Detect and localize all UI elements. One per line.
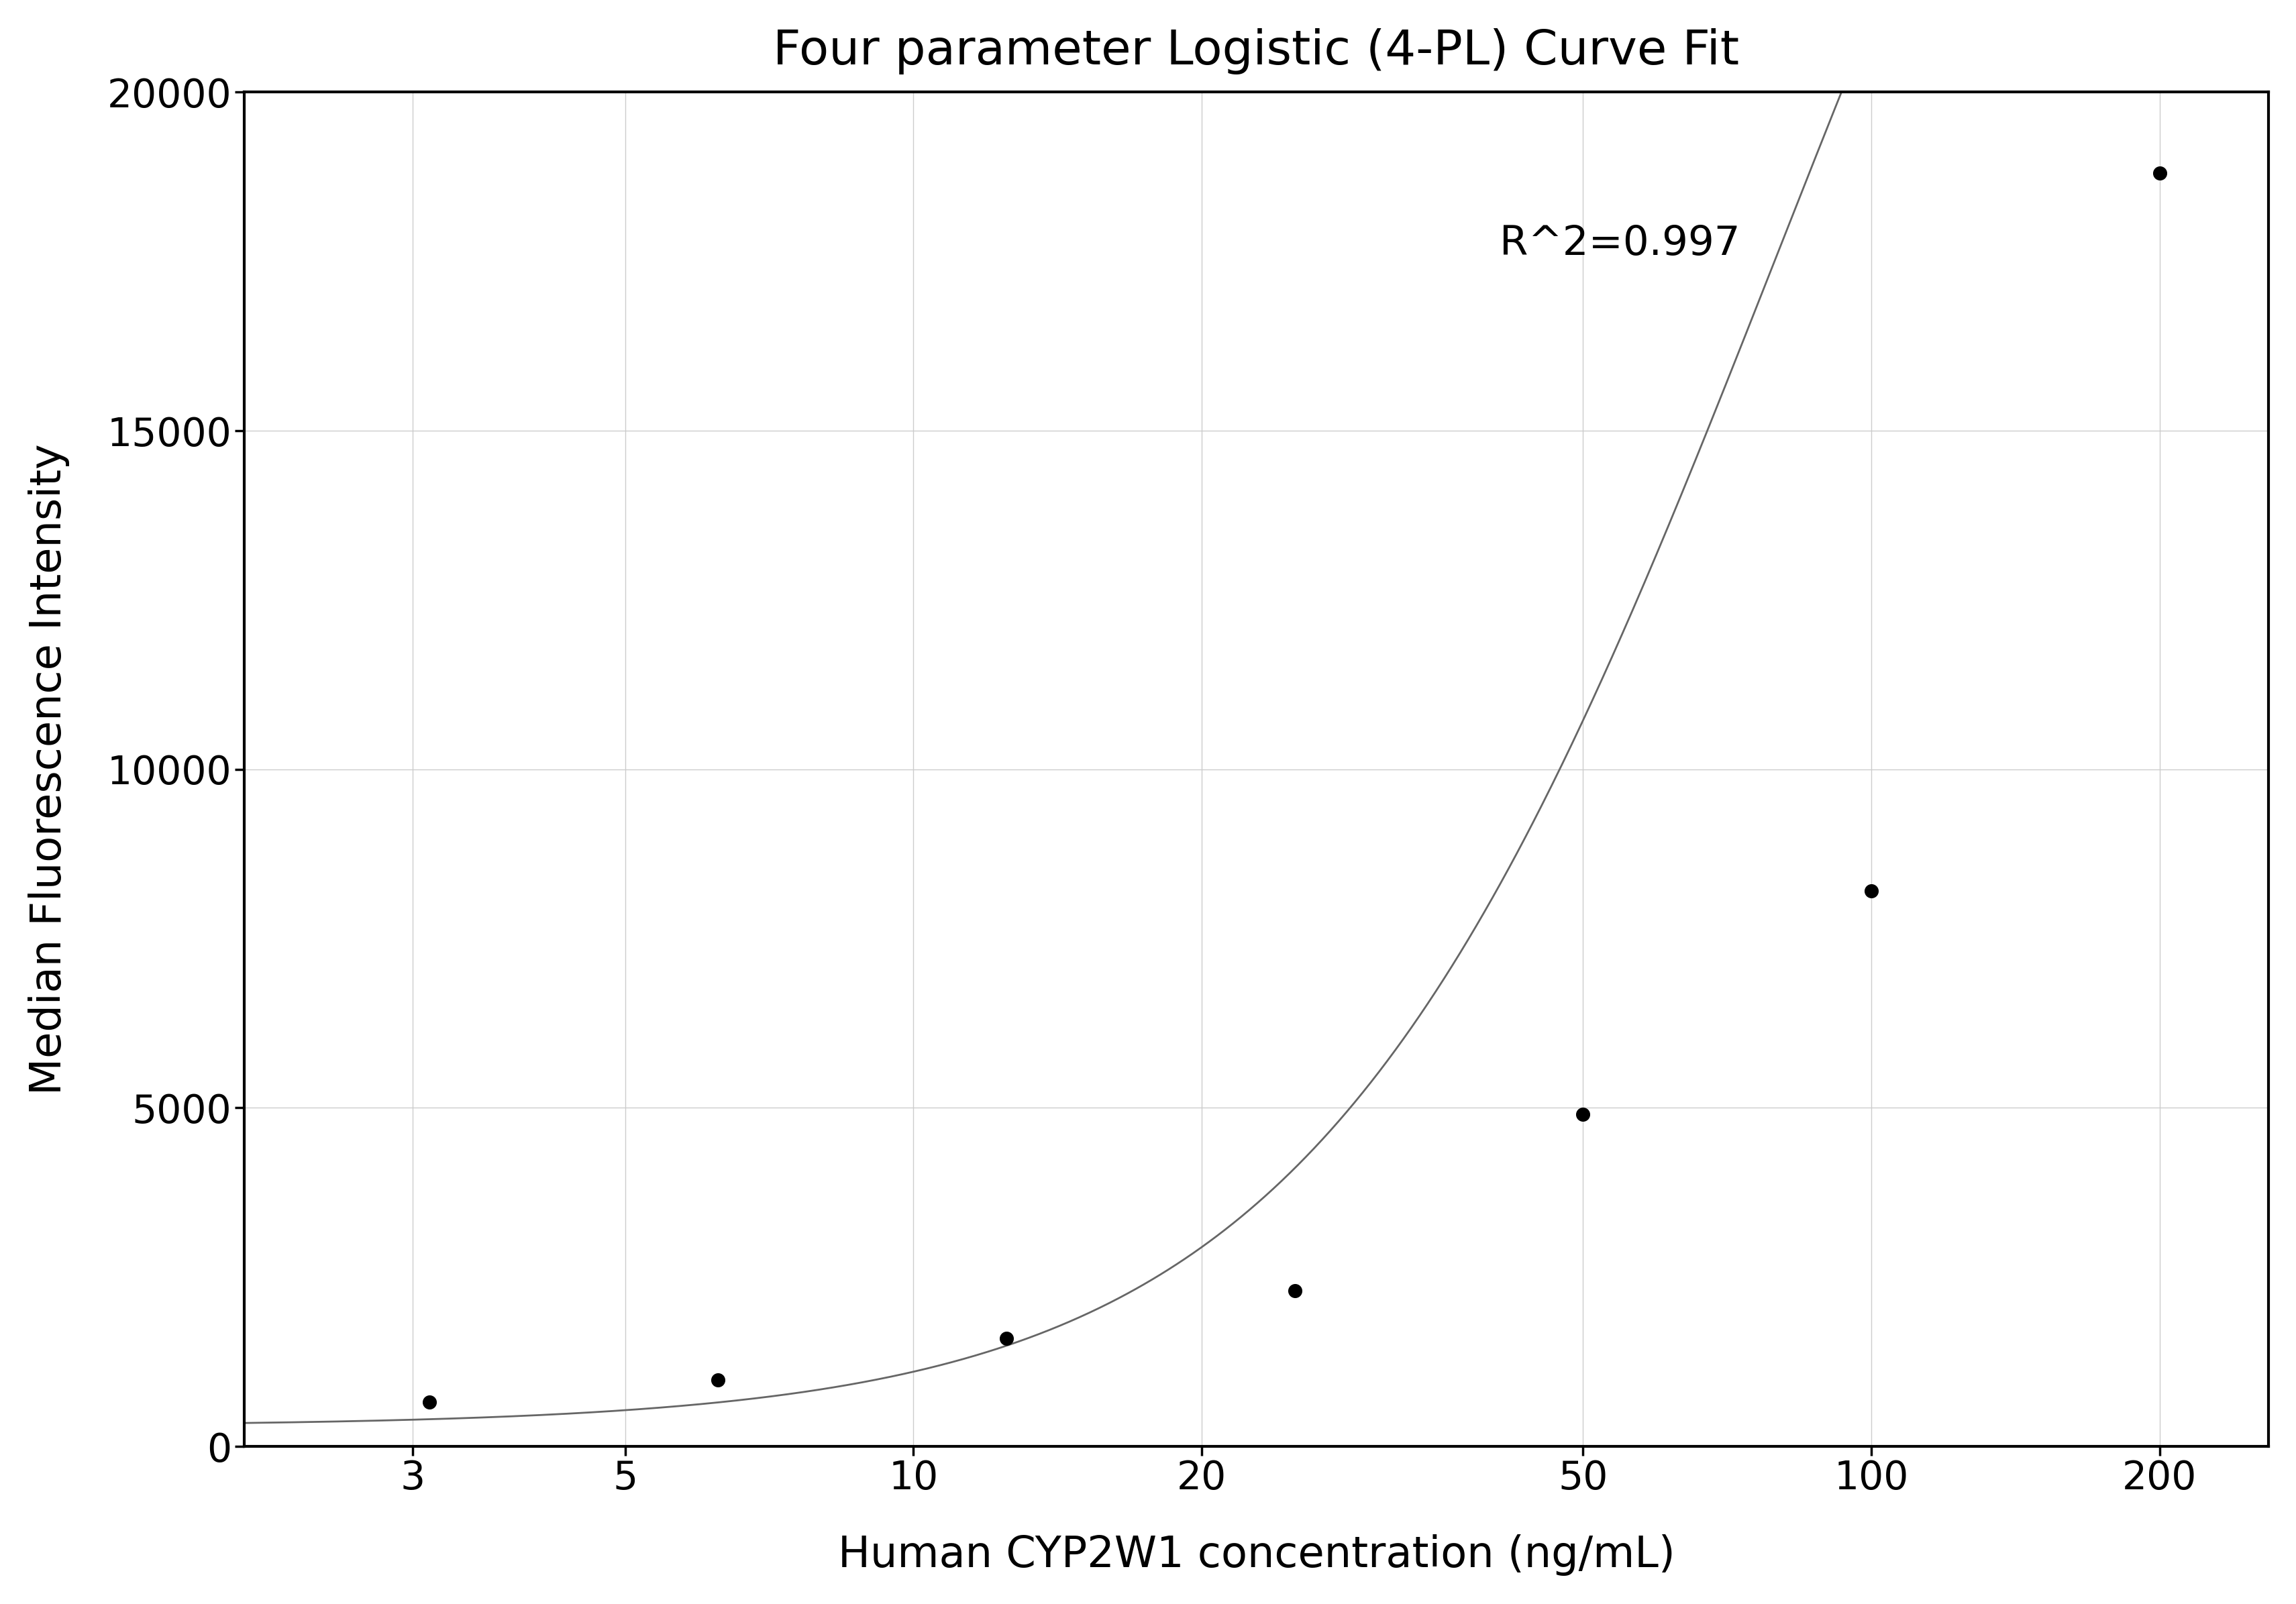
Point xyxy=(700,1367,737,1392)
X-axis label: Human CYP2W1 concentration (ng/mL): Human CYP2W1 concentration (ng/mL) xyxy=(838,1535,1674,1577)
Point xyxy=(1277,1278,1313,1304)
Point xyxy=(2140,160,2177,186)
Point xyxy=(411,1389,448,1415)
Point xyxy=(987,1325,1024,1351)
Y-axis label: Median Fluorescence Intensity: Median Fluorescence Intensity xyxy=(28,444,69,1096)
Point xyxy=(1853,879,1890,905)
Text: R^2=0.997: R^2=0.997 xyxy=(1499,225,1740,263)
Title: Four parameter Logistic (4-PL) Curve Fit: Four parameter Logistic (4-PL) Curve Fit xyxy=(774,27,1738,74)
Point xyxy=(1564,1102,1600,1128)
